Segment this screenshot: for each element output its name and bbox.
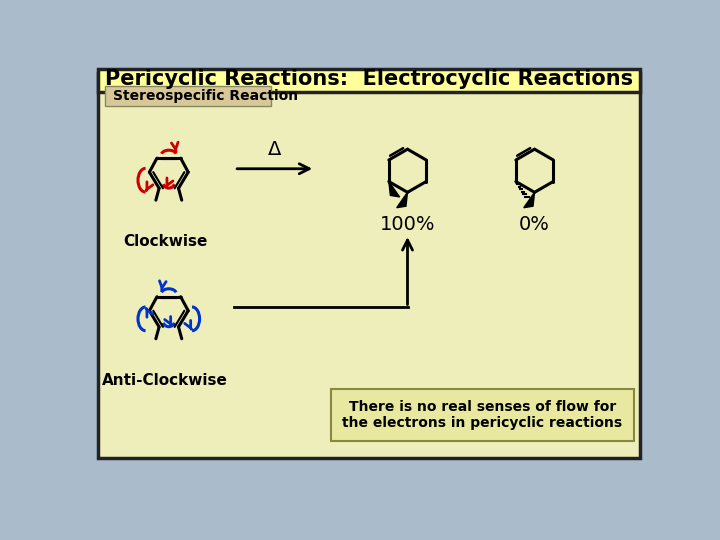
- Text: Anti-Clockwise: Anti-Clockwise: [102, 373, 228, 388]
- Text: Clockwise: Clockwise: [123, 234, 207, 249]
- Text: $\Delta$: $\Delta$: [266, 140, 282, 159]
- Polygon shape: [397, 192, 408, 208]
- Text: 100%: 100%: [379, 215, 436, 234]
- Text: Stereospecific Reaction: Stereospecific Reaction: [113, 89, 299, 103]
- FancyBboxPatch shape: [331, 389, 634, 441]
- Text: Pericyclic Reactions:  Electrocyclic Reactions: Pericyclic Reactions: Electrocyclic Reac…: [105, 70, 633, 90]
- Polygon shape: [389, 181, 400, 197]
- FancyBboxPatch shape: [98, 69, 640, 92]
- FancyBboxPatch shape: [105, 85, 271, 106]
- Text: There is no real senses of flow for
the electrons in pericyclic reactions: There is no real senses of flow for the …: [342, 400, 622, 430]
- Text: 0%: 0%: [519, 215, 550, 234]
- Polygon shape: [523, 192, 534, 208]
- FancyBboxPatch shape: [98, 72, 640, 457]
